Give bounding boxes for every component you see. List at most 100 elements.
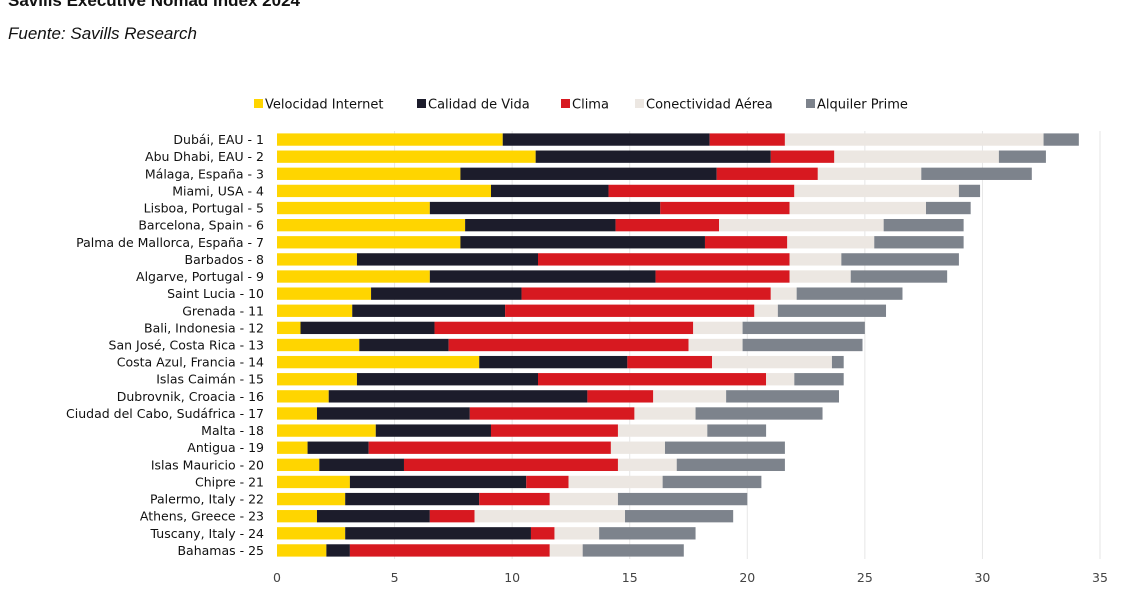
category-label: Antigua - 19 — [187, 440, 264, 455]
bar-segment — [277, 339, 359, 351]
bar-segment — [841, 253, 959, 265]
bar-segment — [832, 356, 844, 368]
category-label: Dubái, EAU - 1 — [173, 132, 264, 147]
bar-segment — [790, 202, 926, 214]
bar-segment — [693, 322, 742, 334]
bar-segment — [611, 442, 665, 454]
category-label: Islas Mauricio - 20 — [151, 457, 264, 472]
x-tick-label: 35 — [1092, 570, 1108, 585]
bar-segment — [726, 390, 839, 402]
bar-segment — [677, 459, 785, 471]
category-label: Palermo, Italy - 22 — [150, 492, 264, 507]
bar-segment — [479, 493, 550, 505]
bar-segment — [884, 219, 964, 231]
x-tick-label: 10 — [504, 570, 520, 585]
category-label: Islas Caimán - 15 — [156, 372, 264, 387]
category-label: Malta - 18 — [201, 423, 264, 438]
bar-segment — [618, 424, 707, 436]
bar-segment — [778, 305, 886, 317]
bar-segment — [712, 356, 832, 368]
bar-segment — [618, 459, 677, 471]
bar-segment — [308, 442, 369, 454]
legend-swatch — [561, 99, 570, 108]
bar-segment — [785, 133, 1044, 145]
bar-segment — [277, 253, 357, 265]
x-tick-label: 25 — [857, 570, 873, 585]
category-label: Dubrovnik, Croacia - 16 — [117, 389, 264, 404]
bar-segment — [430, 202, 660, 214]
bar-segment — [797, 287, 903, 299]
x-tick-label: 0 — [273, 570, 281, 585]
bar-segment — [550, 544, 583, 556]
bar-segment — [503, 133, 710, 145]
bar-segment — [959, 185, 980, 197]
bar-segment — [326, 544, 350, 556]
bar-segment — [834, 151, 999, 163]
bar-segment — [277, 407, 317, 419]
bar-segment — [465, 219, 615, 231]
category-label: Tuscany, Italy - 24 — [150, 526, 264, 541]
category-label: Bali, Indonesia - 12 — [144, 320, 264, 335]
bar-segment — [435, 322, 694, 334]
bar-segment — [479, 356, 627, 368]
legend-label: Conectividad Aérea — [646, 98, 773, 113]
x-tick-label: 30 — [974, 570, 990, 585]
bar-segment — [790, 270, 851, 282]
bar-segment — [491, 424, 618, 436]
bar-segment — [317, 407, 470, 419]
bar-segment — [460, 168, 716, 180]
bar-segment — [277, 442, 308, 454]
bar-segment — [359, 339, 448, 351]
bar-segment — [319, 459, 404, 471]
bar-segment — [277, 356, 479, 368]
bar-segment — [536, 151, 771, 163]
bar-segment — [771, 151, 834, 163]
bar-segment — [277, 236, 460, 248]
bar-segment — [277, 510, 317, 522]
legend-label: Velocidad Internet — [265, 98, 383, 113]
category-label: Bahamas - 25 — [177, 543, 264, 558]
bar-segment — [660, 202, 789, 214]
bar-segment — [707, 424, 766, 436]
bar-segment — [345, 527, 531, 539]
bar-segment — [766, 373, 794, 385]
bar-segment — [705, 236, 787, 248]
bar-segment — [550, 493, 618, 505]
legend-label: Clima — [572, 98, 609, 113]
bar-segment — [350, 476, 526, 488]
bar-segment — [618, 493, 747, 505]
bar-segment — [874, 236, 963, 248]
bar-segment — [689, 339, 743, 351]
bar-segment — [277, 270, 430, 282]
legend-swatch — [417, 99, 426, 108]
bar-segment — [277, 476, 350, 488]
bar-segment — [665, 442, 785, 454]
bar-segment — [609, 185, 795, 197]
bar-segment — [277, 202, 430, 214]
bar-segment — [277, 544, 326, 556]
bar-segment — [663, 476, 762, 488]
bar-segment — [538, 373, 766, 385]
bar-segment — [719, 219, 884, 231]
category-label: Barcelona, Spain - 6 — [138, 218, 264, 233]
bar-segment — [771, 287, 797, 299]
bar-segment — [710, 133, 785, 145]
bar-segment — [371, 287, 521, 299]
bar-segment — [277, 459, 319, 471]
category-label: Grenada - 11 — [182, 303, 264, 318]
bar-segment — [317, 510, 430, 522]
bar-segment — [653, 390, 726, 402]
bar-segment — [625, 510, 733, 522]
bar-segment — [301, 322, 435, 334]
legend-label: Calidad de Vida — [428, 98, 530, 113]
bar-segment — [277, 390, 329, 402]
bar-segment — [818, 168, 921, 180]
bar-segment — [627, 356, 712, 368]
x-tick-label: 15 — [622, 570, 638, 585]
bar-segment — [587, 390, 653, 402]
category-label: Chipre - 21 — [195, 474, 264, 489]
bar-segment — [921, 168, 1032, 180]
category-label: Ciudad del Cabo, Sudáfrica - 17 — [66, 406, 264, 421]
category-label: Miami, USA - 4 — [172, 183, 264, 198]
bar-segment — [376, 424, 491, 436]
